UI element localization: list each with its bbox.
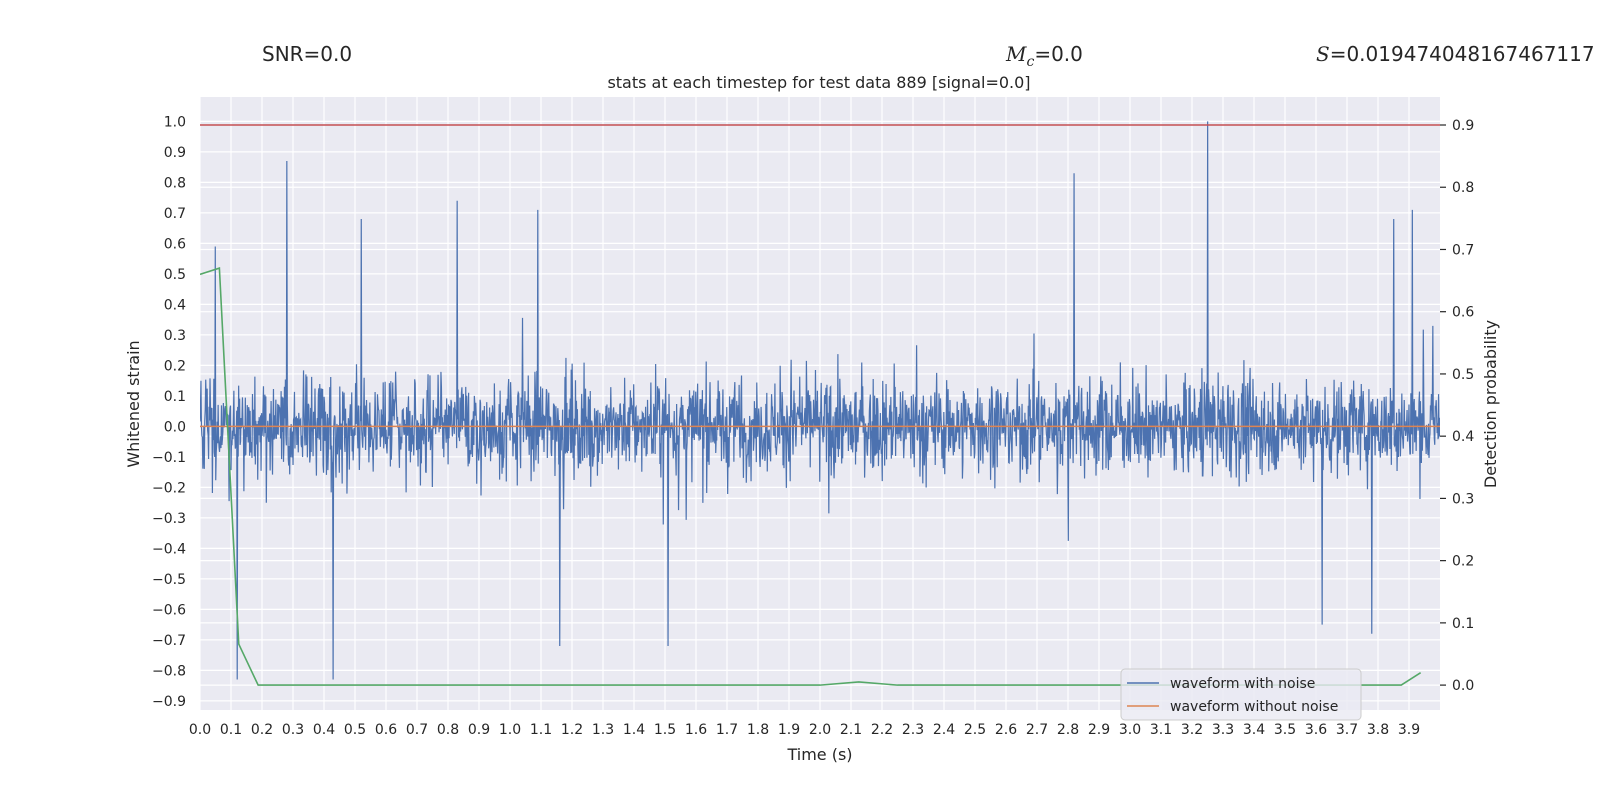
x-tick-label: 1.5: [654, 722, 676, 738]
x-tick-label: 2.4: [933, 722, 955, 738]
x-tick-label: 0.7: [406, 722, 428, 738]
x-tick-label: 1.4: [623, 722, 645, 738]
y-tick-label: 0.2: [164, 358, 186, 374]
y-tick-label: −0.2: [152, 480, 186, 496]
y-tick-label: 0.3: [164, 328, 186, 344]
x-tick-label: 1.8: [747, 722, 769, 738]
y-tick-label: −0.4: [152, 541, 186, 557]
x-tick-label: 3.5: [1274, 722, 1296, 738]
x-tick-label: 0.4: [313, 722, 335, 738]
x-tick-label: 2.1: [840, 722, 862, 738]
y-tick-label: −0.3: [152, 511, 186, 527]
y-tick-label: 0.5: [164, 267, 186, 283]
y-tick-label: 0.1: [164, 389, 186, 405]
x-tick-label: 0.0: [189, 722, 211, 738]
x-tick-label: 0.8: [437, 722, 459, 738]
x-tick-label: 2.6: [995, 722, 1017, 738]
x-tick-label: 3.7: [1336, 722, 1358, 738]
y-tick-label: −0.6: [152, 602, 186, 618]
y2-tick-label: 0.0: [1452, 678, 1474, 694]
x-tick-label: 0.1: [220, 722, 242, 738]
y2-tick-label: 0.4: [1452, 429, 1474, 445]
s-header: S=0.019474048167467117: [1316, 42, 1595, 66]
x-tick-label: 3.8: [1367, 722, 1389, 738]
x-tick-label: 2.9: [1088, 722, 1110, 738]
y-axis-label: Whitened strain: [124, 340, 143, 467]
y-tick-label: 0.9: [164, 145, 186, 161]
y2-tick-label: 0.5: [1452, 367, 1474, 383]
y-tick-label: 0.0: [164, 419, 186, 435]
y-tick-label: −0.1: [152, 450, 186, 466]
y2-tick-label: 0.3: [1452, 491, 1474, 507]
x-tick-label: 1.1: [530, 722, 552, 738]
x-tick-label: 0.2: [251, 722, 273, 738]
y-tick-label: 0.8: [164, 175, 186, 191]
y-tick-label: −0.8: [152, 663, 186, 679]
y-axis-ticks: 1.0 0.9 0.8 0.7 0.6 0.5 0.4 0.3 0.2 0.1 0.0 −0.1 −0.…: [152, 114, 186, 709]
y2-axis-label: Detection probability: [1481, 320, 1500, 488]
x-axis-ticks: 0.0 0.1 0.2 0.3 0.4 0.5 0.6 0.7 0.8 0.9 1.0 1.1 1.2 1…: [189, 722, 1420, 738]
x-tick-label: 2.0: [809, 722, 831, 738]
y2-axis-ticks: 0.9 0.8 0.7 0.6 0.5 0.4 0.3 0.2 0.1 0.0: [1440, 118, 1474, 694]
x-tick-label: 1.2: [561, 722, 583, 738]
x-tick-label: 3.9: [1398, 722, 1420, 738]
y-tick-label: −0.5: [152, 572, 186, 588]
x-tick-label: 1.9: [778, 722, 800, 738]
chart-title: stats at each timestep for test data 889…: [607, 73, 1030, 92]
y2-tick-label: 0.8: [1452, 180, 1474, 196]
x-tick-label: 2.7: [1026, 722, 1048, 738]
legend-label-noisy: waveform with noise: [1170, 676, 1315, 692]
chirp-mass-header: Mc=0.0: [1005, 42, 1083, 70]
y2-tick-label: 0.1: [1452, 616, 1474, 632]
y-tick-label: 1.0: [164, 114, 186, 130]
x-tick-label: 2.3: [902, 722, 924, 738]
y-tick-label: −0.7: [152, 633, 186, 649]
x-tick-label: 0.3: [282, 722, 304, 738]
x-tick-label: 3.4: [1243, 722, 1265, 738]
x-tick-label: 2.5: [964, 722, 986, 738]
legend-label-clean: waveform without noise: [1170, 699, 1338, 715]
x-tick-label: 1.7: [716, 722, 738, 738]
legend-box: [1120, 668, 1362, 721]
y-tick-label: 0.4: [164, 297, 186, 313]
y2-tick-label: 0.7: [1452, 242, 1474, 258]
x-tick-label: 0.5: [344, 722, 366, 738]
x-tick-label: 3.0: [1119, 722, 1141, 738]
legend: waveform with noise waveform without noi…: [1120, 668, 1362, 721]
y-tick-label: 0.7: [164, 206, 186, 222]
y2-tick-label: 0.9: [1452, 118, 1474, 134]
x-tick-label: 3.6: [1305, 722, 1327, 738]
x-tick-label: 3.2: [1181, 722, 1203, 738]
y2-tick-label: 0.6: [1452, 305, 1474, 321]
y-tick-label: 0.6: [164, 236, 186, 252]
x-tick-label: 1.3: [592, 722, 614, 738]
snr-header: SNR=0.0: [262, 42, 352, 66]
x-tick-label: 0.6: [375, 722, 397, 738]
x-tick-label: 3.3: [1212, 722, 1234, 738]
series-waveform-with-noise: [200, 121, 1440, 680]
y-tick-label: −0.9: [152, 694, 186, 710]
y2-tick-label: 0.2: [1452, 554, 1474, 570]
x-tick-label: 1.0: [499, 722, 521, 738]
x-tick-label: 2.8: [1057, 722, 1079, 738]
x-tick-label: 3.1: [1150, 722, 1172, 738]
gridlines: [199, 97, 1440, 710]
x-tick-label: 2.2: [871, 722, 893, 738]
x-tick-label: 1.6: [685, 722, 707, 738]
x-tick-label: 0.9: [468, 722, 490, 738]
x-axis-label: Time (s): [786, 745, 852, 764]
